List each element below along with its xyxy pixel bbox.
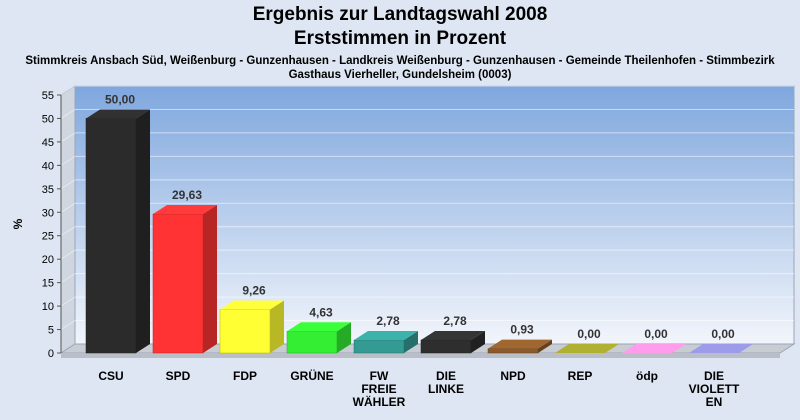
bar: [420, 330, 485, 354]
category-label: ödp: [636, 369, 658, 383]
plot-floor-edge: [61, 353, 780, 358]
value-label: 0,93: [510, 323, 534, 337]
bar-top: [421, 330, 485, 340]
bar-top: [555, 344, 619, 353]
gridline-side: [60, 202, 76, 213]
y-tick-label: 40: [42, 160, 54, 172]
bar: [555, 344, 619, 353]
gridline-side: [60, 296, 76, 307]
category-label: DIE LINKE: [428, 369, 464, 396]
gridline-side: [60, 155, 76, 166]
chart-title: Ergebnis zur Landtagswahl 2008: [252, 4, 548, 25]
bar: [622, 344, 686, 353]
bar-top: [689, 344, 753, 353]
value-label: 0,00: [577, 327, 601, 341]
category-label: NPD: [500, 369, 526, 383]
gridline-side: [60, 226, 76, 237]
bar: [152, 205, 217, 354]
bar-top: [354, 330, 418, 340]
bar-top: [488, 339, 552, 349]
y-tick-label: 30: [42, 207, 54, 219]
category-label: SPD: [166, 369, 191, 383]
gridline-side: [60, 132, 76, 143]
gridline-side: [60, 249, 76, 260]
value-label: 4,63: [309, 305, 333, 319]
chart-subtitle: Erststimmen in Prozent: [293, 28, 507, 49]
bar-front: [152, 213, 204, 354]
value-label: 0,00: [644, 327, 668, 341]
gridline-side: [60, 273, 76, 284]
gridline-side: [60, 85, 76, 96]
chart-description-line-1: Stimmkreis Ansbach Süd, Weißenburg - Gun…: [25, 55, 775, 67]
y-tick-label: 5: [48, 325, 54, 337]
value-label: 0,00: [711, 327, 735, 341]
category-label: FW FREIE WÄHLER: [353, 369, 406, 409]
category-label: GRÜNE: [290, 368, 333, 383]
bar-side: [136, 109, 150, 353]
bar-side: [538, 339, 552, 353]
value-label: 2,78: [443, 314, 467, 328]
bar-top: [287, 322, 351, 332]
chart-description-line-2: Gasthaus Vierheller, Gundelsheim (0003): [288, 69, 512, 81]
category-label: FDP: [233, 369, 257, 383]
bar-top: [622, 344, 686, 353]
value-label: 50,00: [105, 92, 135, 106]
y-tick-label: 55: [42, 90, 54, 102]
y-tick-label: 10: [42, 301, 54, 313]
bar-front: [219, 309, 271, 354]
gridline-side: [60, 109, 76, 119]
category-label: CSU: [98, 369, 123, 383]
x-axis-categories: CSU SPD FDP GRÜNE FW FREIE WÄHLER DIE LINKE NPD RE…: [98, 368, 740, 409]
bar: [689, 344, 753, 353]
plot-left-wall: [60, 85, 76, 354]
gridline-side: [60, 320, 76, 330]
category-label: DIE VIOLETT EN: [689, 369, 740, 409]
y-tick-label: 15: [42, 278, 54, 290]
bar-side: [404, 330, 418, 353]
bar: [487, 339, 552, 354]
y-tick-label: 25: [42, 231, 54, 243]
y-tick-label: 35: [42, 184, 54, 196]
bars: [85, 109, 753, 354]
bar-front: [353, 339, 405, 354]
bar-top: [220, 300, 284, 310]
value-label: 2,78: [376, 314, 400, 328]
bar: [286, 322, 351, 354]
bar-front: [85, 118, 137, 354]
y-axis: 0 5 10 15 20 25 30 35 40 45 50 55%: [11, 90, 62, 360]
bar-side: [270, 300, 284, 353]
y-tick-label: 45: [42, 137, 54, 149]
bar-side: [471, 330, 485, 353]
bar-side: [203, 205, 217, 353]
value-labels: 50,00 29,63 9,26 4,63 2,78 2,78 0,93 0,00 0,00 0,…: [105, 92, 735, 341]
bar-front: [487, 348, 539, 354]
gridline-side: [60, 179, 76, 190]
bar-front: [420, 339, 472, 354]
y-tick-label: 50: [42, 113, 54, 125]
bar: [219, 300, 284, 354]
bar-top: [153, 205, 217, 215]
bar-front: [286, 331, 338, 354]
y-axis-label: %: [11, 218, 25, 229]
value-label: 29,63: [172, 188, 202, 202]
y-tick-label: 0: [48, 348, 54, 360]
y-tick-label: 20: [42, 254, 54, 266]
bar: [85, 109, 150, 354]
value-label: 9,26: [242, 284, 266, 298]
bar-top: [86, 109, 150, 119]
category-label: REP: [568, 369, 593, 383]
bar: [353, 330, 418, 354]
bar-side: [337, 322, 351, 353]
